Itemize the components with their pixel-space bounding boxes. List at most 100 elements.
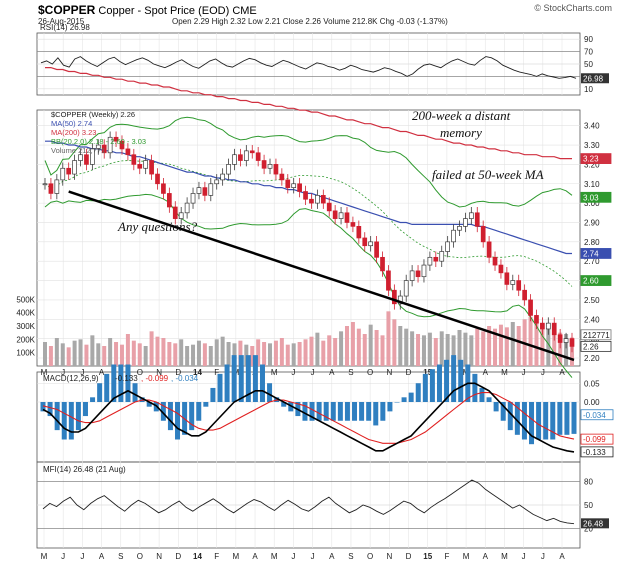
candle-body xyxy=(320,195,326,204)
macd-histogram-bar xyxy=(104,373,110,402)
price-tag xyxy=(580,275,612,286)
ohlc-readout: Open 2.29 High 2.32 Low 2.21 Close 2.26 … xyxy=(172,17,448,26)
candle-body xyxy=(522,289,527,301)
candle-body xyxy=(166,193,172,208)
candle-body xyxy=(232,154,237,165)
macd-histogram-bar xyxy=(111,364,117,402)
price-tick-label: 3.00 xyxy=(584,199,600,208)
volume-bar xyxy=(143,346,148,366)
mfi-legend: MFI(14) 26.48 (21 Aug) xyxy=(43,465,126,474)
macd-histogram-bar xyxy=(210,387,216,402)
x-tick-label: J xyxy=(522,368,526,377)
macd-tag xyxy=(580,409,614,421)
candle-body xyxy=(279,173,285,181)
downtrend-line xyxy=(68,190,575,362)
volume-bar xyxy=(102,346,107,366)
macd-histogram-bar xyxy=(507,402,513,431)
macd-histogram-bar xyxy=(373,402,379,426)
macd-histogram-bar xyxy=(493,402,499,412)
volume-bar xyxy=(493,328,498,366)
x-tick-label: N xyxy=(156,368,162,377)
x-tick-label-bottom: 15 xyxy=(423,552,432,561)
x-tick-label: J xyxy=(291,368,295,377)
candle-body xyxy=(202,187,208,196)
volume-bar xyxy=(214,339,219,366)
price-legend-item: Volume 212,771 xyxy=(51,146,105,155)
candle-body xyxy=(350,222,356,227)
candle-body xyxy=(226,164,231,175)
x-tick-label: M xyxy=(271,368,278,377)
candle-body xyxy=(540,322,545,330)
volume-bar xyxy=(185,346,190,366)
price-tag-label: 212771 xyxy=(583,331,610,340)
candle-body xyxy=(468,212,474,219)
price-tag-label: 3.23 xyxy=(583,155,599,164)
x-tick-label: O xyxy=(367,368,373,377)
price-tick-label: 2.80 xyxy=(584,238,600,247)
bollinger-lower xyxy=(44,193,573,378)
x-tick-label-bottom: A xyxy=(483,552,489,561)
candle-body xyxy=(451,229,456,243)
x-tick-label: M xyxy=(41,368,48,377)
volume-bar xyxy=(309,336,314,366)
candle-body xyxy=(84,154,89,165)
ma200-line xyxy=(45,66,572,160)
x-tick-label-bottom: O xyxy=(137,552,143,561)
x-tick-label-bottom: J xyxy=(522,552,526,561)
x-tick-label-bottom: J xyxy=(291,552,295,561)
candle-body xyxy=(326,202,332,212)
price-tag xyxy=(580,248,612,259)
macd-histogram-bar xyxy=(231,355,237,402)
volume-bar xyxy=(321,340,326,366)
x-tick-label-bottom: O xyxy=(367,552,373,561)
volume-bar xyxy=(202,343,207,366)
volume-bar xyxy=(333,338,338,366)
volume-bar xyxy=(398,326,403,366)
macd-histogram-bar xyxy=(97,383,103,402)
candle-body xyxy=(545,322,551,330)
volume-bar xyxy=(161,338,166,366)
macd-histogram-bar xyxy=(75,402,81,431)
candle-body xyxy=(409,270,415,281)
candle-body xyxy=(196,187,202,194)
macd-histogram-bar xyxy=(458,359,464,402)
volume-bar xyxy=(173,343,178,366)
rsi-line xyxy=(40,56,577,79)
volume-bar xyxy=(262,342,267,366)
price-tick-label: 3.40 xyxy=(584,122,600,131)
macd-histogram-bar xyxy=(344,402,350,421)
candle-body xyxy=(273,164,279,175)
candle-body xyxy=(463,218,468,227)
macd-histogram-bar xyxy=(352,402,358,421)
candle-body xyxy=(243,150,249,161)
candle-body xyxy=(101,144,107,154)
price-tick-label: 2.70 xyxy=(584,257,600,266)
candle-body xyxy=(386,270,391,291)
macd-histogram-bar xyxy=(514,402,520,435)
x-tick-label-bottom: J xyxy=(61,552,65,561)
macd-histogram-bar xyxy=(359,402,365,421)
candle-body xyxy=(297,183,302,192)
volume-bar xyxy=(504,327,509,366)
candle-body xyxy=(338,212,344,219)
macd-histogram-bar xyxy=(40,402,46,412)
volume-bar xyxy=(368,324,373,366)
price-tag xyxy=(580,340,612,352)
candle-body xyxy=(54,179,60,194)
candle-body xyxy=(249,150,255,154)
volume-bar xyxy=(297,342,302,366)
macd-legend-hist: , -0.034 xyxy=(171,374,199,383)
instrument-name: Copper - Spot Price (EOD) xyxy=(98,5,230,17)
price-tick-label: 3.10 xyxy=(584,180,600,189)
macd-tag-label: -0.133 xyxy=(583,448,606,457)
volume-bar xyxy=(392,319,397,366)
rsi-last-tag xyxy=(581,73,609,84)
macd-histogram-bar xyxy=(125,364,131,402)
candle-body xyxy=(220,173,225,181)
volume-bar xyxy=(43,342,47,366)
candle-body xyxy=(208,183,214,196)
candle-body xyxy=(143,160,149,169)
macd-histogram-bar xyxy=(380,402,386,421)
price-tick-label: 2.90 xyxy=(584,218,600,227)
candle-body xyxy=(551,322,557,336)
